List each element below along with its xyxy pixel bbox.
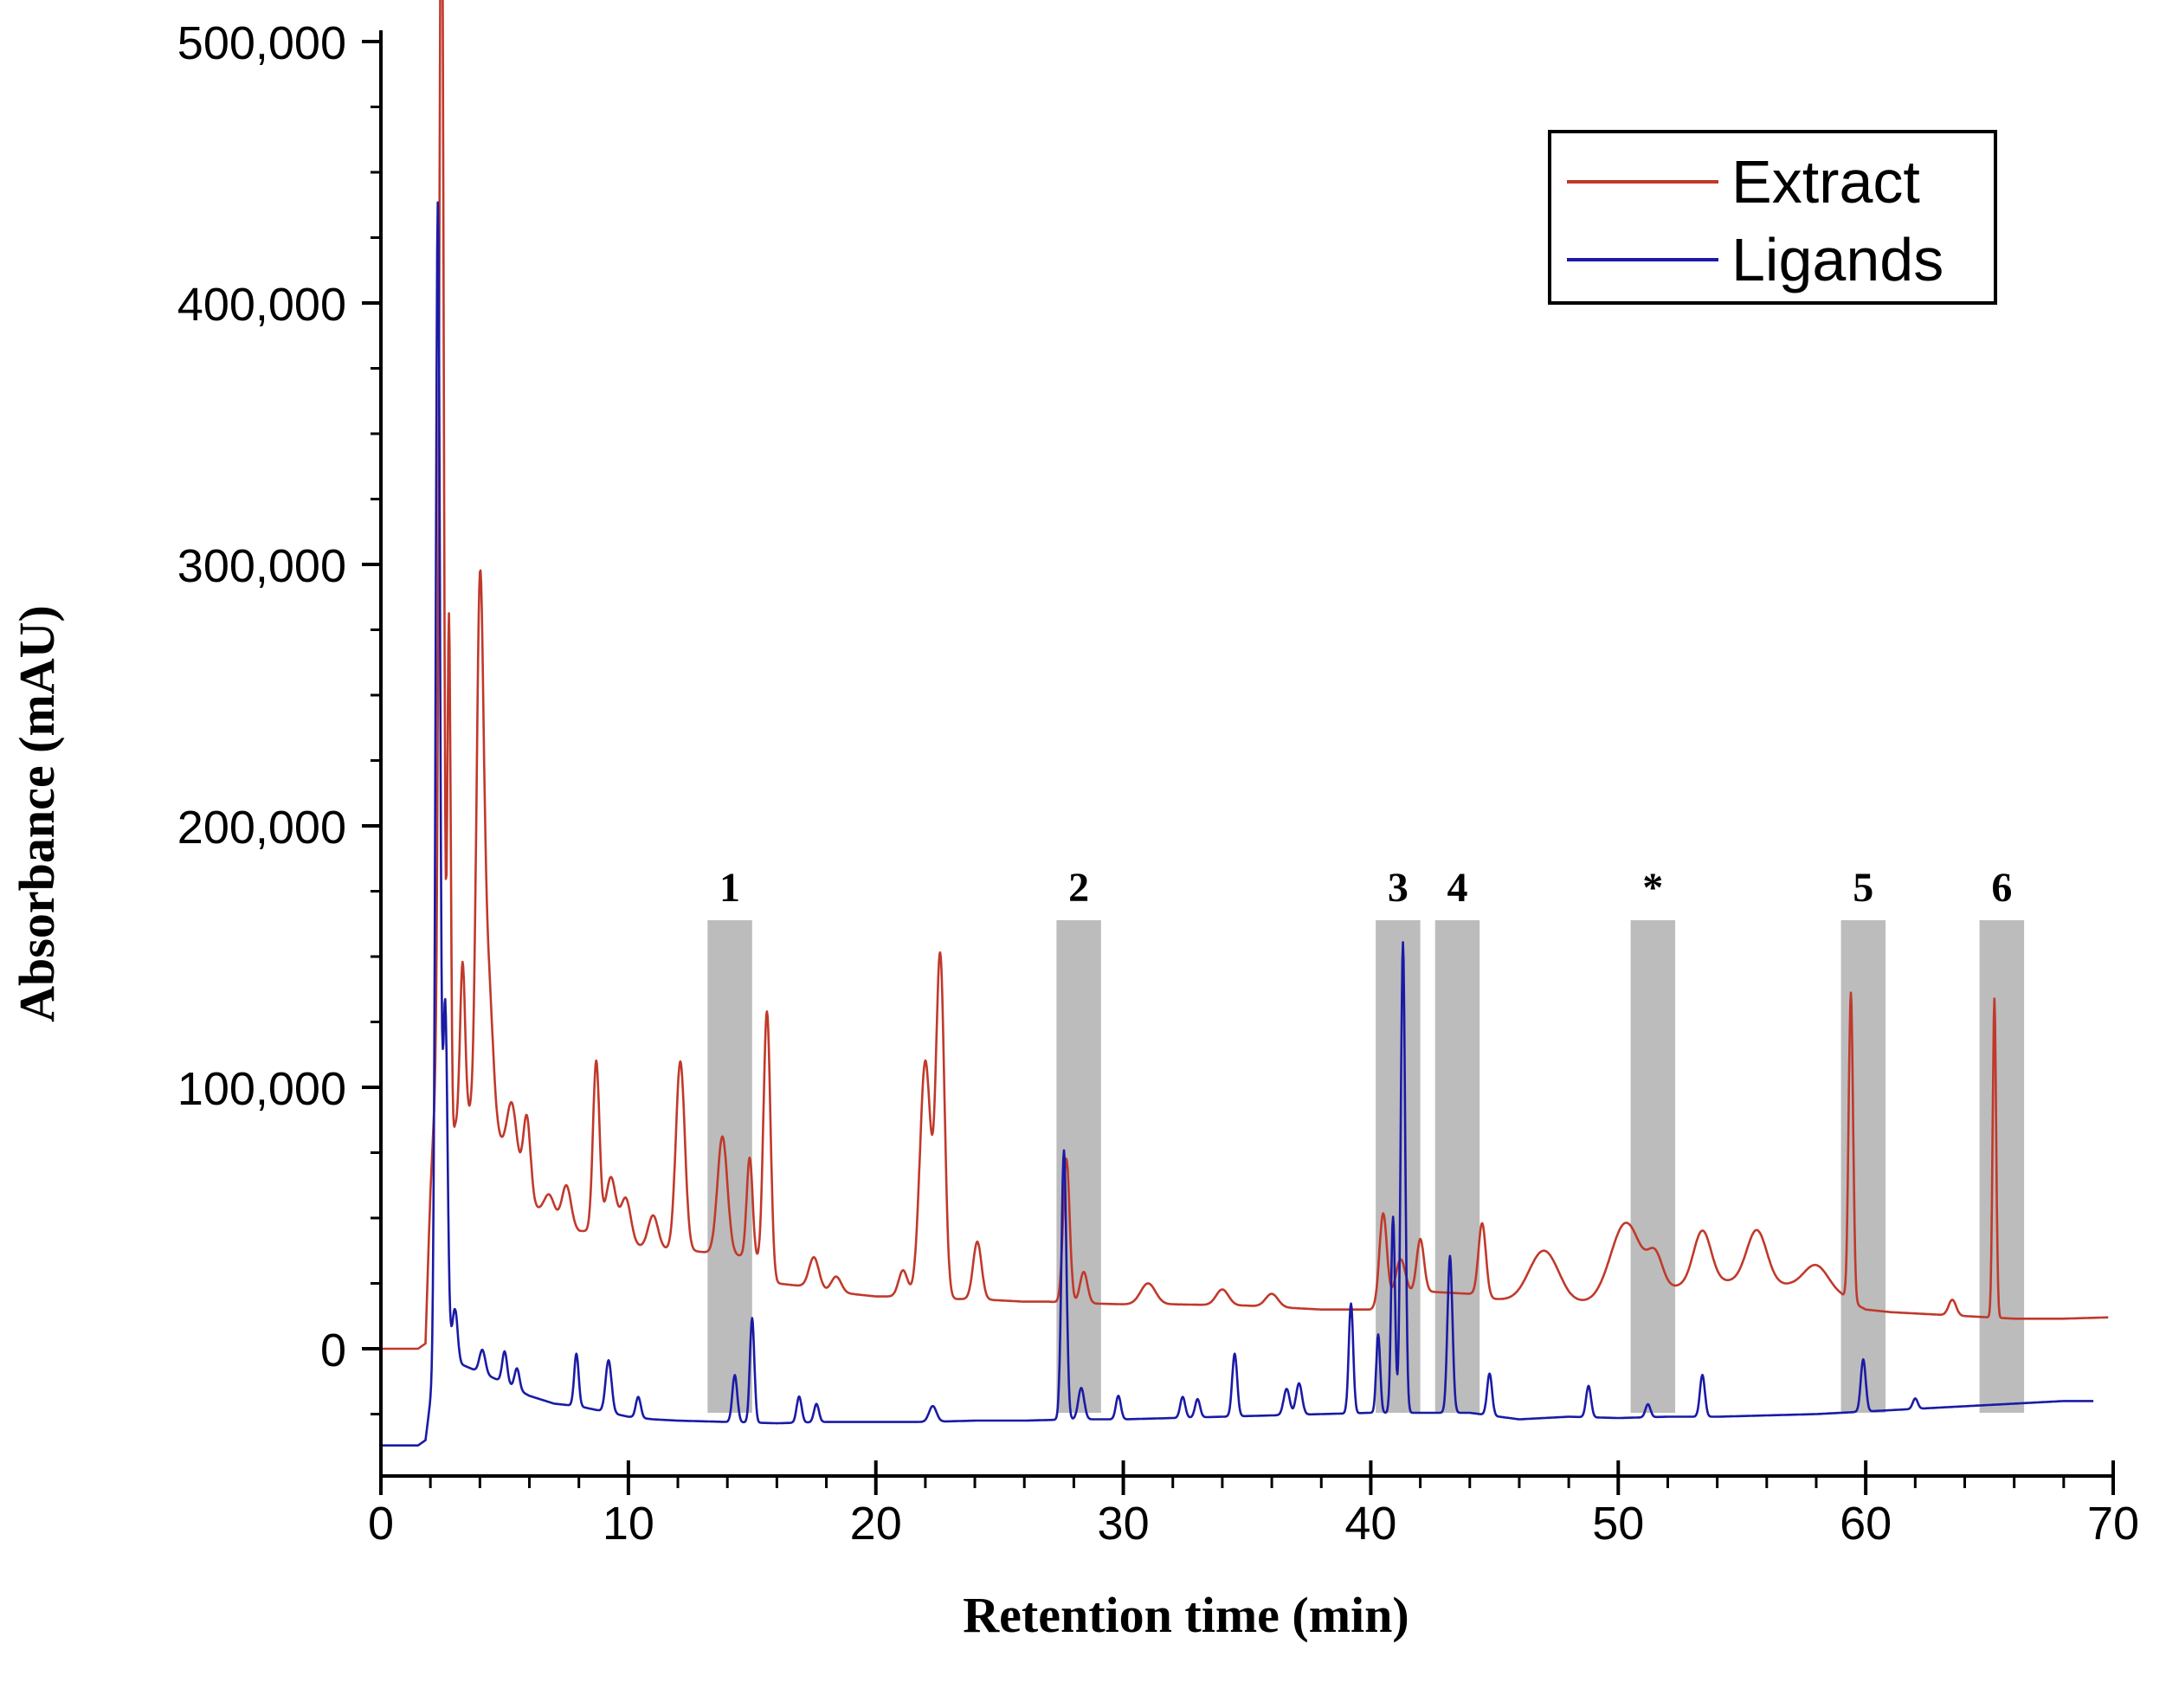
band-label-6: 5: [1853, 865, 1873, 911]
x-tick-label-70: 70: [2087, 1498, 2139, 1550]
x-tick-label-10: 10: [603, 1498, 654, 1550]
y-axis-title: Absorbance (mAU): [9, 605, 65, 1022]
x-tick-label-20: 20: [850, 1498, 902, 1550]
band-1: [707, 920, 752, 1413]
x-axis-title: Retention time (min): [963, 1587, 1409, 1643]
y-tick-label-100000: 100,000: [177, 1063, 346, 1115]
legend-box: [1548, 130, 1997, 305]
y-tick-label-200000: 200,000: [177, 802, 346, 854]
series-extract-line: [380, 0, 2109, 1350]
legend: Extract Ligands: [1548, 130, 1997, 305]
y-tick-label-500000: 500,000: [177, 17, 346, 69]
band-5: [1630, 920, 1676, 1413]
x-tick-label-60: 60: [1840, 1498, 1892, 1550]
x-tick-label-30: 30: [1098, 1498, 1150, 1550]
legend-label-ligands: Ligands: [1731, 226, 1944, 293]
band-label-5: *: [1642, 865, 1663, 911]
band-4: [1434, 920, 1480, 1413]
series-ligands-line: [380, 201, 2094, 1447]
y-tick-label-0: 0: [320, 1325, 346, 1376]
band-label-1: 1: [719, 865, 740, 911]
legend-label-extract: Extract: [1731, 148, 1920, 216]
band-7: [1979, 920, 2025, 1413]
x-tick-label-50: 50: [1592, 1498, 1644, 1550]
y-tick-label-300000: 300,000: [177, 540, 346, 592]
band-label-7: 6: [1991, 865, 2012, 911]
band-label-4: 4: [1447, 865, 1467, 911]
y-tick-label-400000: 400,000: [177, 279, 346, 331]
x-tick-label-40: 40: [1344, 1498, 1396, 1550]
band-label-2: 2: [1068, 865, 1089, 911]
x-tick-label-0: 0: [368, 1498, 394, 1550]
band-label-3: 3: [1388, 865, 1409, 911]
